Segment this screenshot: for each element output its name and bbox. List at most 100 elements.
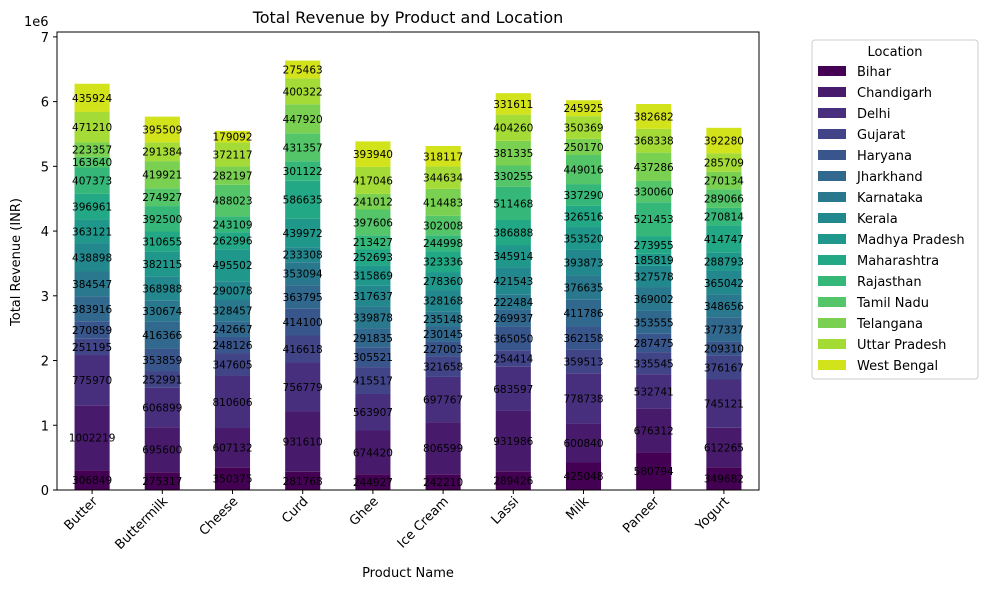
bar-segment-value-label: 241012 — [353, 197, 393, 209]
bar-segment-value-label: 270814 — [704, 212, 744, 224]
legend-entry-label: Jharkhand — [856, 170, 923, 185]
bar-segment — [636, 452, 672, 490]
bar-segment-value-label: 495502 — [212, 260, 252, 272]
bar-segment — [425, 290, 461, 312]
bar-segment-value-label: 244927 — [353, 477, 393, 489]
bar-segment-value-label: 305521 — [353, 352, 393, 364]
bar-segment — [355, 141, 391, 167]
bar-segment — [144, 276, 180, 301]
bar-segment — [214, 321, 251, 337]
bar-segment — [144, 387, 180, 428]
bar-segment-value-label: 222484 — [493, 297, 533, 309]
x-tick-label: Ghee — [347, 494, 382, 529]
bar-segment — [355, 367, 391, 394]
bar-segment — [285, 218, 321, 248]
bar-segment — [214, 166, 251, 185]
bar-segment — [285, 362, 321, 412]
bar-segment — [355, 328, 391, 348]
bar-segment — [74, 296, 110, 322]
bar-segment-value-label: 244998 — [423, 238, 463, 250]
bar-segment-value-label: 185819 — [634, 255, 674, 267]
bar-segment — [636, 180, 672, 203]
bar-segment — [425, 376, 461, 423]
bar-segment-value-label: 745121 — [704, 399, 744, 411]
bar-segment-value-label: 471210 — [72, 122, 112, 134]
bar-segment-value-label: 377337 — [704, 324, 744, 336]
bar-segment — [636, 104, 672, 129]
y-tick-label: 5 — [41, 160, 49, 175]
legend-entry-label: Telangana — [856, 317, 923, 332]
bar-segment-value-label: 365042 — [704, 278, 744, 290]
bar-segment-value-label: 350369 — [563, 122, 603, 134]
bar-segment-value-label: 348656 — [704, 301, 744, 313]
bar-segment — [285, 161, 321, 181]
bar-segment — [74, 83, 110, 112]
y-axis-label: Total Revenue (INR) — [9, 198, 24, 327]
bar-segment — [636, 408, 672, 453]
bar-segment-value-label: 417046 — [353, 175, 393, 187]
bar-segment — [74, 338, 110, 356]
bar-segment-value-label: 810606 — [212, 397, 252, 409]
x-tick-label: Paneer — [620, 494, 663, 537]
bar-segment — [355, 193, 391, 210]
bar-segment-value-label: 419921 — [142, 170, 182, 182]
bar-segment-value-label: 331611 — [493, 99, 533, 111]
bar-segment — [495, 245, 531, 268]
bar-segment-value-label: 254414 — [493, 353, 533, 365]
bar-segment — [706, 341, 742, 356]
bar-segment — [214, 281, 251, 301]
bar-segment-value-label: 397606 — [353, 217, 393, 229]
bar-segment-value-label: 243109 — [212, 219, 252, 231]
bar-segment-value-label: 383916 — [72, 304, 112, 316]
bar-segment — [636, 202, 672, 237]
bar-segment-value-label: 252693 — [353, 252, 393, 264]
bar-segment-value-label: 449016 — [563, 165, 603, 177]
bar-segment — [355, 209, 391, 236]
bar-segment-value-label: 317637 — [353, 291, 393, 303]
bar-segment — [495, 114, 531, 141]
bar-segment-value-label: 359513 — [563, 357, 603, 369]
bar-segment — [74, 156, 110, 168]
bar-segment-value-label: 288793 — [704, 257, 744, 269]
bar-segment — [214, 249, 251, 282]
bar-segment-value-label: 381335 — [493, 148, 533, 160]
bar-segment — [285, 308, 321, 336]
bar-segment-value-label: 289426 — [493, 476, 533, 488]
plot-frame — [56, 31, 760, 491]
bar-segment-value-label: 282197 — [212, 171, 252, 183]
bar-segment-value-label: 411786 — [563, 308, 603, 320]
bar-segment-value-label: 326516 — [563, 211, 603, 223]
bar-segment — [425, 251, 461, 273]
bar-segment-value-label: 511468 — [493, 198, 533, 210]
legend-swatch — [818, 213, 846, 223]
bar-segment — [706, 270, 742, 295]
bar-segment — [214, 375, 251, 429]
bar-segment-value-label: 806599 — [423, 443, 463, 455]
bar-segment-value-label: 676312 — [634, 426, 674, 438]
x-tick-label: Lassi — [489, 494, 522, 527]
bar-segment-value-label: 306849 — [72, 475, 112, 487]
bar-segment-value-label: 252991 — [142, 375, 182, 387]
bar-segment-value-label: 372117 — [212, 149, 252, 161]
bar-segment-value-label: 291835 — [353, 333, 393, 345]
bar-segment-value-label: 328457 — [212, 306, 252, 318]
bar-segment-value-label: 363795 — [283, 292, 323, 304]
bar-segment-value-label: 392280 — [704, 136, 744, 148]
bar-segment-value-label: 350375 — [212, 474, 252, 486]
bar-segment-value-label: 580794 — [634, 466, 674, 478]
bar-segment-value-label: 396961 — [72, 202, 112, 214]
bar-segment — [425, 215, 461, 236]
bar-segment — [565, 184, 602, 206]
bar-segment — [495, 186, 531, 220]
bar-segment — [495, 165, 531, 187]
bar-segment — [495, 410, 531, 472]
bar-segment — [74, 167, 110, 194]
bar-segment-value-label: 328168 — [423, 296, 463, 308]
bar-segment-value-label: 223357 — [72, 145, 112, 157]
x-tick-label: Butter — [62, 494, 102, 534]
bar-segment — [144, 206, 180, 232]
bar-segment — [214, 353, 251, 376]
bar-segment — [144, 188, 180, 207]
bar-segment-value-label: 407373 — [72, 176, 112, 188]
